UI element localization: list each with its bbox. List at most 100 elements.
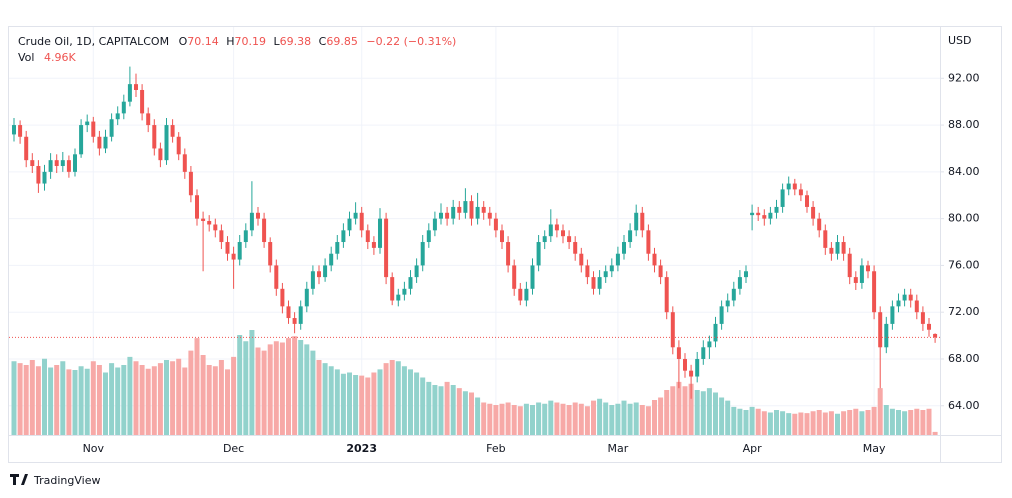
candle-body [811,206,816,219]
candle-body [463,201,468,213]
volume-bar [603,402,609,435]
volume-bar [658,397,664,435]
candle-body [127,84,132,102]
candle-body [18,125,23,137]
candle-body [658,265,663,278]
candle-body [756,212,761,216]
open-label: O [179,35,188,48]
candle-body [378,218,382,248]
candle-body [652,253,657,266]
candle-body [439,212,443,219]
candle-body [512,265,517,289]
volume-bar [713,392,718,435]
volume-bar [896,410,901,435]
volume-bar [35,366,41,435]
change-value: −0.22 (−0.31%) [366,35,456,48]
volume-bar [66,369,72,435]
candle-body [585,265,590,278]
volume-bar [645,406,651,435]
candle-body [683,358,687,371]
volume-bar [84,368,90,435]
volume-bar [426,381,432,435]
volume-bar [816,410,822,435]
candle-body [451,206,456,219]
candle-body [628,230,633,243]
volume-bar [822,412,828,435]
volume-bar [780,411,786,435]
volume-bar [889,408,895,435]
volume-bar [792,413,798,435]
volume-bar [182,367,188,435]
candle-body [835,242,840,254]
volume-bar [639,405,645,435]
candle-body [615,253,620,266]
candle-body [134,84,138,90]
candle-body [640,212,645,231]
candle-body [445,212,450,219]
volume-bar [523,403,529,435]
candle-body [548,224,553,237]
candle-body [12,125,16,135]
low-label: L [274,35,281,48]
candle-body [780,189,785,207]
volume-bar [11,361,17,435]
candle-body [622,242,626,254]
candle-body [817,218,822,231]
volume-bar [706,388,712,435]
y-tick-label: 68.00 [948,352,980,365]
volume-bar [767,412,773,435]
volume-bar [48,367,54,435]
candle-body [561,230,565,237]
volume-bar [310,350,316,435]
candle-body [384,218,389,278]
x-tick-label: Nov [83,442,105,455]
volume-bar [627,403,633,435]
candle-body [201,218,206,221]
high-label: H [226,35,234,48]
candle-body [457,206,462,213]
volume-bar [676,381,682,435]
candle-body [676,347,681,359]
volume-bar [408,369,413,435]
brand-name: TradingView [33,474,100,487]
volume-bar [584,406,590,435]
candle-body [920,312,925,324]
candle-body [249,212,254,231]
high-value: 70.19 [235,35,267,48]
volume-bar [664,390,670,435]
volume-bar [60,361,66,435]
volume-bar [652,400,657,435]
volume-bar [237,335,243,435]
candle-body [432,218,437,231]
volume-bar [469,392,474,435]
volume-bar [853,408,859,435]
close-label: C [319,35,327,48]
volume-bar [365,377,371,435]
volume-bar [578,403,584,435]
volume-bar [828,411,834,435]
volume-bar [761,411,767,435]
candle-body [634,212,639,231]
volume-bar [621,400,627,435]
candle-body [353,212,358,219]
volume-bar [743,410,749,435]
candle-body [481,206,486,213]
candle-body [310,271,315,289]
candle-body [152,125,157,149]
candle-body [323,265,328,278]
candle-body [884,323,889,348]
volume-bar [401,366,407,435]
candle-body [231,253,236,260]
candle-body [195,195,199,219]
candle-body [365,230,370,243]
volume-bar [29,360,35,435]
candle-body [762,215,767,219]
brand-logo[interactable]: TradingView [10,474,100,487]
volume-bar [481,402,487,435]
volume-bar [926,408,932,435]
candle-body [414,265,419,278]
candle-body [54,160,59,167]
candle-body [48,160,53,172]
volume-bar [694,390,700,435]
candle-body [359,212,364,231]
